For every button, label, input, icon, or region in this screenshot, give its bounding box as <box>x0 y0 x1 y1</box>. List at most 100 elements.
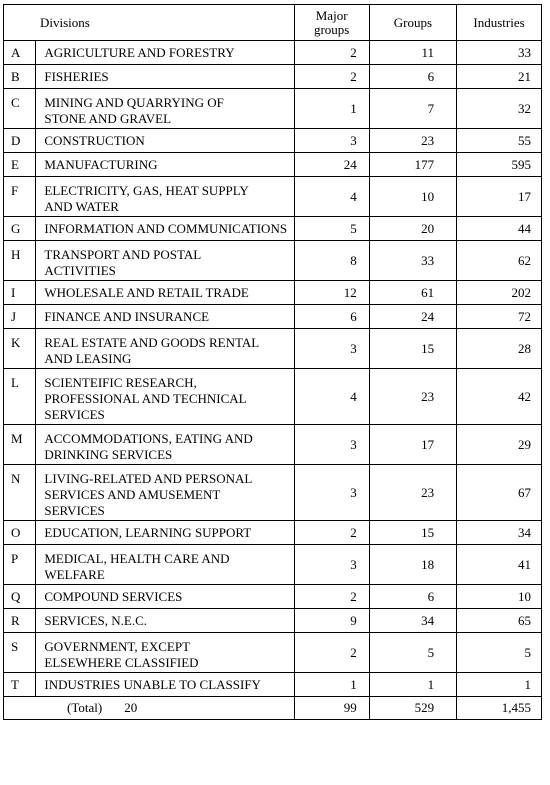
header-major-groups-line2: groups <box>313 21 350 37</box>
groups-count: 17 <box>368 424 458 465</box>
division-name-line: LIVING-RELATED AND PERSONAL <box>44 471 253 486</box>
table-row: P MEDICAL, HEALTH CARE AND WELFARE 3 18 41 <box>2 544 542 585</box>
groups-count: 33 <box>368 240 458 281</box>
industries-count: 21 <box>456 64 542 89</box>
major-groups-count: 1 <box>293 88 370 129</box>
division-name-line: MEDICAL, HEALTH CARE AND <box>44 551 230 566</box>
major-groups-count: 4 <box>293 368 370 425</box>
groups-count: 15 <box>368 520 458 545</box>
division-code: Q <box>2 584 37 609</box>
table-row: E MANUFACTURING 24 177 595 <box>2 152 542 177</box>
major-groups-count: 3 <box>293 544 370 585</box>
division-name: COMPOUND SERVICES <box>35 584 295 609</box>
industries-count: 67 <box>456 464 542 521</box>
division-name-line: FISHERIES <box>44 68 109 84</box>
industries-count: 65 <box>456 608 542 633</box>
table-row: J FINANCE AND INSURANCE 6 24 72 <box>2 304 542 329</box>
division-name-line: WELFARE <box>44 567 105 582</box>
major-groups-count: 24 <box>293 152 370 177</box>
table-row: M ACCOMMODATIONS, EATING AND DRINKING SERV… <box>2 424 542 465</box>
table-row: F ELECTRICITY, GAS, HEAT SUPPLY AND WATER 4… <box>2 176 542 217</box>
major-groups-count: 4 <box>293 176 370 217</box>
division-name: ELECTRICITY, GAS, HEAT SUPPLY AND WATER <box>35 176 295 217</box>
total-row: (Total) 20 99 529 1,455 <box>3 696 542 720</box>
groups-count: 10 <box>368 176 458 217</box>
groups-count: 34 <box>368 608 458 633</box>
total-groups: 529 <box>368 696 458 720</box>
division-name: FINANCE AND INSURANCE <box>35 304 295 329</box>
industries-count: 28 <box>456 328 542 369</box>
table-row: O EDUCATION, LEARNING SUPPORT 2 15 34 <box>2 520 542 545</box>
division-name: GOVERNMENT, EXCEPT ELSEWHERE CLASSIFIED <box>35 632 295 673</box>
division-name: SCIENTEIFIC RESEARCH, PROFESSIONAL AND TE… <box>35 368 295 425</box>
major-groups-count: 2 <box>293 520 370 545</box>
groups-count: 18 <box>368 544 458 585</box>
division-name-line: COMPOUND SERVICES <box>44 588 183 604</box>
division-name-line: ELECTRICITY, GAS, HEAT SUPPLY <box>44 183 249 198</box>
division-name-line: SERVICES AND AMUSEMENT <box>44 487 221 502</box>
division-code: O <box>2 520 37 545</box>
division-name-line: WHOLESALE AND RETAIL TRADE <box>44 284 249 300</box>
division-name-line: AGRICULTURE AND FORESTRY <box>44 44 235 60</box>
division-code: C <box>2 88 37 129</box>
major-groups-count: 5 <box>293 216 370 241</box>
division-name-line: GOVERNMENT, EXCEPT <box>44 639 191 654</box>
division-name-line: ACTIVITIES <box>44 263 116 278</box>
major-groups-count: 2 <box>293 40 370 65</box>
groups-count: 1 <box>368 672 458 697</box>
header-groups: Groups <box>368 4 458 41</box>
groups-count: 7 <box>368 88 458 129</box>
division-code: K <box>2 328 37 369</box>
division-name: FISHERIES <box>35 64 295 89</box>
division-name-line: INFORMATION AND COMMUNICATIONS <box>44 220 288 236</box>
division-name: MANUFACTURING <box>35 152 295 177</box>
industries-count: 5 <box>456 632 542 673</box>
industries-count: 29 <box>456 424 542 465</box>
groups-count: 11 <box>368 40 458 65</box>
total-major-groups: 99 <box>293 696 370 720</box>
major-groups-count: 3 <box>293 464 370 521</box>
division-name-line: ELSEWHERE CLASSIFIED <box>44 655 199 670</box>
industries-count: 62 <box>456 240 542 281</box>
division-name-line: MANUFACTURING <box>44 156 158 172</box>
division-name: INFORMATION AND COMMUNICATIONS <box>35 216 295 241</box>
division-name: CONSTRUCTION <box>35 128 295 153</box>
division-name-line: REAL ESTATE AND GOODS RENTAL <box>44 335 260 350</box>
industry-classification-table: Divisions Major groups Groups Industries… <box>2 4 542 720</box>
major-groups-count: 2 <box>293 632 370 673</box>
table-row: T INDUSTRIES UNABLE TO CLASSIFY 1 1 1 <box>2 672 542 697</box>
groups-count: 15 <box>368 328 458 369</box>
division-name: MEDICAL, HEALTH CARE AND WELFARE <box>35 544 295 585</box>
table-row: L SCIENTEIFIC RESEARCH, PROFESSIONAL AND T… <box>2 368 542 425</box>
table-row: Q COMPOUND SERVICES 2 6 10 <box>2 584 542 609</box>
groups-count: 6 <box>368 64 458 89</box>
major-groups-count: 3 <box>293 328 370 369</box>
industries-count: 33 <box>456 40 542 65</box>
division-code: S <box>2 632 37 673</box>
division-name-line: CONSTRUCTION <box>44 132 145 148</box>
industries-count: 1 <box>456 672 542 697</box>
division-code: P <box>2 544 37 585</box>
major-groups-count: 3 <box>293 128 370 153</box>
total-industries: 1,455 <box>456 696 542 720</box>
division-name: SERVICES, N.E.C. <box>35 608 295 633</box>
table-row: K REAL ESTATE AND GOODS RENTAL AND LEASING… <box>2 328 542 369</box>
classification-table-container: Divisions Major groups Groups Industries… <box>2 4 542 720</box>
industries-count: 34 <box>456 520 542 545</box>
division-code: I <box>2 280 37 305</box>
major-groups-count: 2 <box>293 584 370 609</box>
groups-count: 5 <box>368 632 458 673</box>
division-code: F <box>2 176 37 217</box>
division-code: R <box>2 608 37 633</box>
division-name-line: DRINKING SERVICES <box>44 447 173 462</box>
table-row: C MINING AND QUARRYING OF STONE AND GRAVEL… <box>2 88 542 129</box>
major-groups-count: 9 <box>293 608 370 633</box>
division-name-line: MINING AND QUARRYING OF <box>44 95 224 110</box>
division-name: EDUCATION, LEARNING SUPPORT <box>35 520 295 545</box>
groups-count: 6 <box>368 584 458 609</box>
groups-count: 24 <box>368 304 458 329</box>
industries-count: 42 <box>456 368 542 425</box>
table-row: S GOVERNMENT, EXCEPT ELSEWHERE CLASSIFIED 2… <box>2 632 542 673</box>
groups-count: 177 <box>368 152 458 177</box>
division-code: M <box>2 424 37 465</box>
